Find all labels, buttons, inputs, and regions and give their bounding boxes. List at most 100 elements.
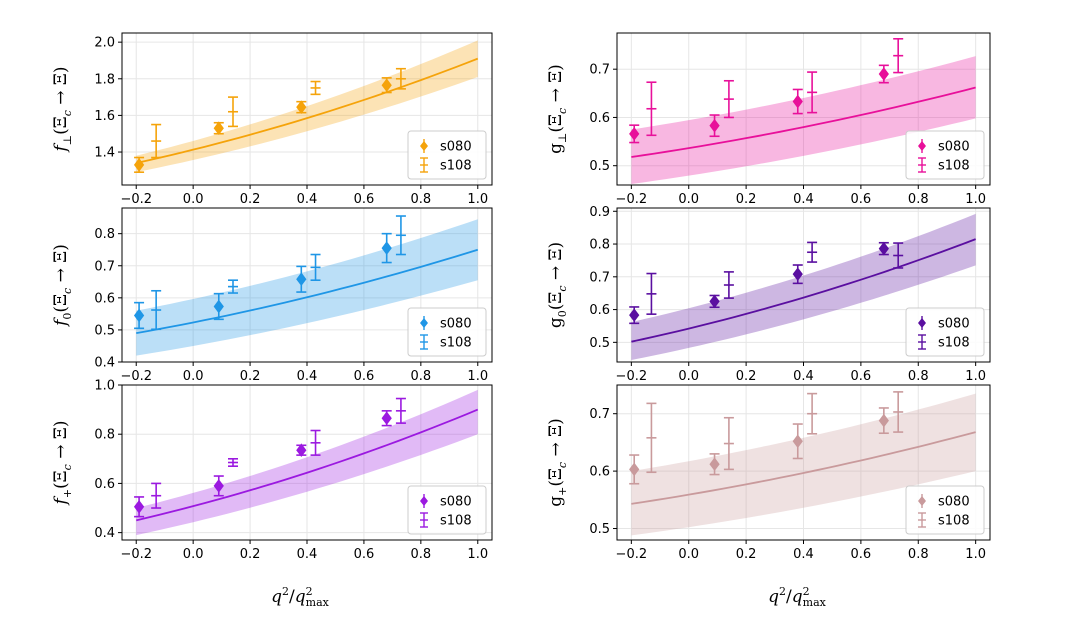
x-tick-label: 0.0	[183, 369, 204, 384]
data-point-s080	[213, 121, 224, 136]
fit-band	[631, 393, 976, 536]
data-point-s108	[893, 37, 904, 74]
data-point-s108	[807, 241, 818, 263]
data-point-s080	[878, 407, 889, 435]
y-tick-label: 1.6	[94, 109, 115, 124]
x-tick-label: 0.6	[851, 369, 872, 384]
x-tick-label: 0.2	[240, 192, 261, 207]
x-tick-label: −0.2	[616, 547, 648, 562]
data-point-s080	[296, 443, 307, 458]
legend-diamond-marker	[918, 141, 926, 151]
x-tick-label: 0.4	[793, 192, 814, 207]
diamond-marker	[213, 299, 224, 314]
x-tick-label: 0.8	[411, 192, 432, 207]
x-tick-label: −0.2	[120, 547, 152, 562]
y-tick-label: 0.8	[94, 428, 115, 443]
data-point-s108	[807, 71, 818, 114]
diamond-marker	[296, 272, 307, 287]
diamond-marker	[296, 443, 307, 458]
data-point-s108	[228, 458, 238, 467]
legend: s080 s108	[407, 307, 487, 357]
legend-label: s080	[440, 140, 472, 155]
data-point-s080	[133, 156, 145, 173]
legend-label: s108	[938, 514, 970, 529]
fit-band	[631, 56, 976, 185]
fit-line	[136, 248, 479, 335]
legend-label: s080	[440, 495, 472, 510]
y-tick-label: 0.5	[94, 323, 115, 338]
diamond-marker	[878, 413, 889, 428]
x-axis-label-right: q2/q2 max	[768, 585, 827, 609]
x-tick-label: 1.0	[965, 547, 986, 562]
y-tick-label: 0.5	[589, 159, 610, 174]
y-axis-label: g0(Ξc → Ξ)	[546, 242, 569, 328]
x-tick-label: 0.6	[354, 369, 375, 384]
y-tick-label: 0.8	[94, 227, 115, 242]
x-tick-label: 0.8	[411, 369, 432, 384]
legend-box	[905, 485, 985, 535]
y-tick-label: 1.4	[94, 146, 115, 161]
x-tick-label: 1.0	[965, 369, 986, 384]
diamond-marker	[133, 308, 145, 323]
fit-line	[631, 431, 976, 505]
x-tick-label: 0.2	[736, 192, 757, 207]
y-axis-label: f⊥(Ξc → Ξ)	[51, 66, 74, 153]
data-point-s108	[310, 253, 321, 281]
legend-box	[407, 485, 487, 535]
data-point-s108	[723, 79, 734, 119]
data-point-s080	[133, 301, 145, 330]
data-point-s080	[381, 410, 392, 427]
data-point-s080	[213, 475, 224, 497]
legend-diamond-marker	[918, 318, 926, 328]
data-point-s108	[646, 402, 657, 474]
diamond-marker	[629, 308, 640, 322]
diamond-marker	[381, 78, 392, 93]
diamond-marker	[381, 241, 392, 255]
data-point-s080	[133, 496, 145, 518]
y-tick-label: 0.7	[589, 270, 610, 285]
data-point-s108	[807, 392, 818, 435]
diamond-marker	[878, 67, 889, 81]
data-point-s080	[709, 114, 720, 138]
data-point-s080	[792, 423, 803, 460]
diamond-marker	[213, 479, 224, 493]
y-axis-label: f+(Ξc → Ξ)	[51, 421, 74, 507]
y-tick-label: 0.4	[94, 356, 115, 371]
x-tick-label: 0.2	[736, 369, 757, 384]
data-point-s080	[296, 265, 307, 293]
x-tick-label: 0.4	[297, 369, 318, 384]
x-tick-label: 0.4	[297, 192, 318, 207]
data-point-s080	[381, 232, 392, 264]
x-tick-label: 0.0	[678, 547, 699, 562]
x-tick-label: 0.6	[851, 547, 872, 562]
legend-label: s080	[938, 140, 970, 155]
y-tick-label: 2.0	[94, 36, 115, 51]
diamond-marker	[709, 457, 720, 472]
y-tick-label: 1.8	[94, 72, 115, 87]
data-point-s108	[151, 289, 162, 331]
data-point-s080	[709, 294, 720, 309]
legend-label: s108	[938, 336, 970, 351]
panel-g_0: −0.2 0.0 0.2 0.4 0.6 0.8 1.0 0.5 0.6 0.7 0.8 0.9 g0(…	[546, 205, 991, 384]
fit-band	[631, 213, 976, 361]
y-tick-label: 0.6	[94, 477, 115, 492]
y-tick-label: 0.6	[94, 291, 115, 306]
data-point-s080	[878, 64, 889, 84]
data-point-s108	[646, 272, 657, 315]
data-point-s080	[629, 124, 640, 144]
x-tick-label: 0.6	[851, 192, 872, 207]
legend: s080 s108	[905, 130, 985, 180]
y-tick-label: 0.4	[94, 526, 115, 541]
panel-f_plus: −0.2 0.0 0.2 0.4 0.6 0.8 1.0 0.4 0.6 0.8 1.0 f+(Ξc …	[51, 379, 493, 562]
data-point-s108	[723, 416, 734, 471]
legend-label: s108	[938, 159, 970, 174]
y-tick-label: 0.5	[589, 522, 610, 537]
data-point-s108	[395, 67, 406, 90]
x-tick-label: 0.0	[678, 192, 699, 207]
legend-diamond-marker	[420, 496, 428, 506]
y-tick-label: 0.6	[589, 465, 610, 480]
x-tick-label: 1.0	[467, 547, 488, 562]
data-point-s108	[893, 242, 904, 269]
data-point-s080	[296, 100, 307, 115]
diamond-marker	[792, 94, 803, 109]
